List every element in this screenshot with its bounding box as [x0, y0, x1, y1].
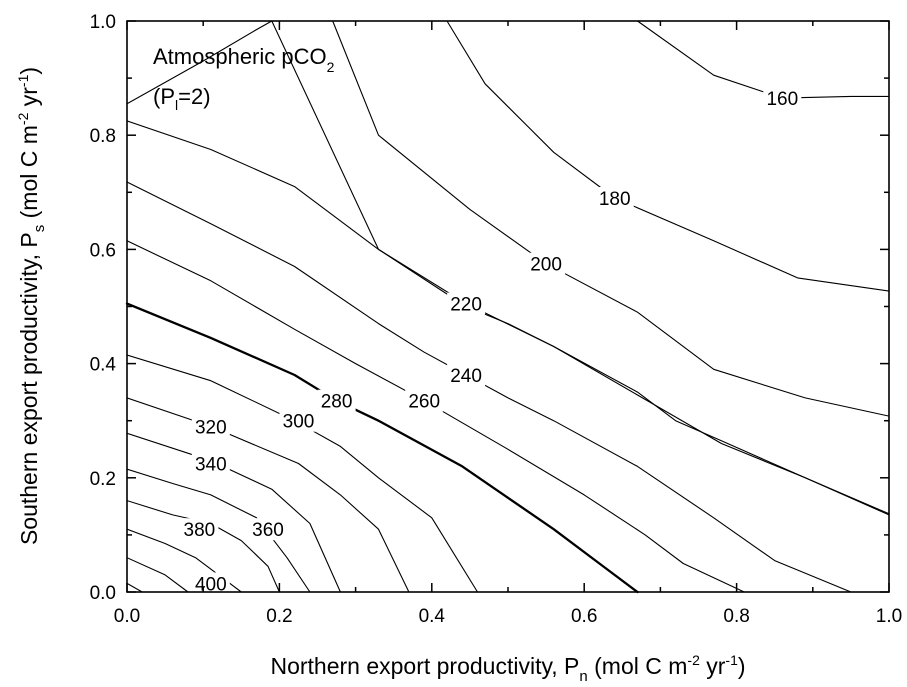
chart-title: Atmospheric pCO2 — [153, 44, 335, 75]
contour-label-bg-380 — [180, 518, 219, 541]
chart-subtitle-prefix: (P — [153, 84, 175, 109]
y-axis-title-main: Southern export productivity, P — [16, 232, 42, 545]
y-axis-title: Southern export productivity, Ps (mol C … — [15, 67, 48, 545]
y-axis-title-unit-exp1: -2 — [15, 112, 31, 125]
contour-label-bg-260 — [405, 389, 444, 412]
y-tick-label: 0.0 — [90, 583, 116, 604]
contour-label-bg-160 — [763, 87, 802, 110]
contour-line-340 — [126, 468, 311, 593]
y-tick-label: 0.2 — [90, 469, 116, 490]
contour-label-320: 320 — [195, 417, 227, 438]
x-axis-title-unit-exp1: -2 — [687, 652, 700, 668]
y-axis-title-unit-mid: yr — [16, 87, 42, 113]
contour-line-260 — [126, 181, 852, 593]
chart-title-main: Atmospheric pCO — [153, 44, 327, 69]
x-tick-label: 0.4 — [419, 606, 446, 627]
x-axis-title-unit-suffix: ) — [738, 653, 746, 679]
contour-label-360: 360 — [252, 520, 284, 541]
x-axis-title-unit-mid: yr — [700, 653, 726, 679]
contour-line-360 — [126, 500, 280, 593]
contour-label-380: 380 — [184, 520, 216, 541]
contour-line-280 — [125, 302, 639, 594]
chart-subtitle-suffix: =2) — [178, 84, 210, 109]
y-tick-label: 1.0 — [90, 12, 116, 33]
y-axis-title-unit-prefix: (mol C m — [16, 125, 42, 225]
x-tick-label: 0.8 — [723, 606, 749, 627]
contour-line-300 — [126, 397, 410, 593]
contour-label-300: 300 — [283, 412, 315, 433]
contour-label-bg-180 — [595, 187, 634, 209]
contour-line-180 — [446, 20, 890, 292]
x-axis-title: Northern export productivity, Pn (mol C … — [270, 652, 745, 685]
contour-line-270 — [126, 240, 745, 593]
contour-label-200: 200 — [530, 255, 562, 276]
contour-label-bg-200 — [527, 252, 566, 275]
chart-title-subscript: 2 — [327, 59, 335, 75]
contour-label-260: 260 — [408, 392, 440, 413]
x-tick-label: 0.6 — [571, 606, 597, 627]
contour-line-240 — [126, 120, 890, 515]
contour-label-bg-340 — [191, 452, 230, 475]
x-axis-title-sub: n — [579, 668, 587, 685]
contour-line-400 — [126, 582, 143, 593]
contour-lines — [125, 20, 890, 594]
x-tick-label: 1.0 — [876, 606, 902, 627]
y-axis-title-unit-suffix: ) — [16, 67, 42, 75]
contour-label-240: 240 — [450, 366, 482, 387]
x-tick-label: 0.2 — [266, 606, 292, 627]
contour-label-160: 160 — [766, 89, 798, 110]
contour-line-380 — [126, 528, 242, 593]
x-axis-title-main: Northern export productivity, P — [270, 653, 579, 679]
y-tick-label: 0.4 — [90, 355, 117, 376]
y-tick-label: 0.8 — [90, 126, 116, 147]
contour-label-bg-280 — [317, 389, 356, 412]
y-tick-label: 0.6 — [90, 240, 116, 261]
x-axis-title-unit-prefix: (mol C m — [588, 653, 688, 679]
contour-line-200 — [332, 20, 890, 417]
contour-label-bg-300 — [279, 409, 318, 432]
contour-label-bg-220 — [447, 292, 486, 315]
contour-line-320 — [126, 432, 341, 593]
contour-label-340: 340 — [195, 455, 227, 476]
x-tick-label: 0.0 — [114, 606, 140, 627]
chart-subtitle-subscript: l — [175, 97, 178, 113]
contour-label-220: 220 — [450, 295, 482, 316]
contour-label-bg-360 — [249, 518, 287, 541]
x-axis-title-unit-exp2: -1 — [725, 652, 738, 668]
y-axis-title-unit-exp2: -1 — [15, 74, 31, 87]
contour-label-280: 280 — [321, 392, 353, 413]
contour-label-bg-320 — [191, 415, 230, 438]
chart-subtitle: (Pl=2) — [153, 84, 211, 113]
contour-label-bg-400 — [191, 572, 230, 595]
contour-label-180: 180 — [599, 189, 631, 210]
contour-label-bg-240 — [447, 364, 486, 386]
contour-line-390 — [126, 557, 189, 593]
contour-line-160 — [636, 20, 890, 99]
axis-ticks: 0.0 0.2 0.4 0.6 0.8 1.0 0.0 0.2 0.4 0.6 0.8 1.0 — [90, 12, 903, 627]
y-axis-title-sub: s — [31, 225, 48, 233]
contour-line-290 — [126, 354, 479, 593]
